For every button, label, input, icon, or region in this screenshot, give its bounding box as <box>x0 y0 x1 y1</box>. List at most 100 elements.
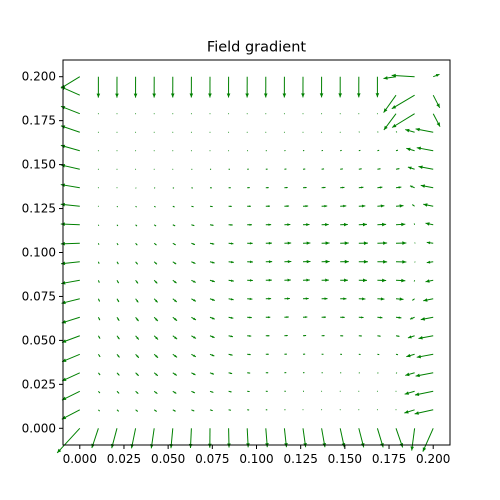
field-arrow <box>97 150 99 152</box>
field-arrow <box>283 428 288 448</box>
field-arrow <box>228 372 233 375</box>
field-arrow <box>405 128 415 133</box>
field-arrow <box>60 183 80 189</box>
field-arrow <box>209 335 215 339</box>
field-arrow <box>376 409 378 411</box>
field-arrow <box>228 205 232 208</box>
field-arrow <box>414 390 434 396</box>
field-arrow <box>98 390 101 394</box>
field-arrow <box>410 428 416 451</box>
field-arrow <box>377 297 385 301</box>
field-arrow <box>61 353 80 363</box>
field-arrow <box>422 428 434 452</box>
field-arrow <box>170 76 175 98</box>
field-arrow <box>265 297 272 300</box>
field-arrow <box>60 202 80 207</box>
field-arrow <box>228 409 232 411</box>
field-arrow <box>377 316 383 319</box>
field-arrow <box>172 168 174 170</box>
field-arrow <box>284 205 290 208</box>
field-arrow <box>135 261 139 265</box>
field-arrow <box>302 186 307 189</box>
field-arrow <box>358 428 365 448</box>
field-arrow <box>135 372 139 377</box>
y-axis-ticks: 0.000 0.025 0.050 0.075 0.100 0.125 0.150 0.175… <box>22 70 63 435</box>
field-arrow <box>191 372 196 376</box>
field-arrow <box>135 353 140 359</box>
field-arrow <box>358 278 368 283</box>
field-arrow <box>340 186 345 189</box>
field-arrow <box>135 335 140 340</box>
field-arrow <box>247 409 250 411</box>
field-arrow <box>60 164 80 170</box>
field-arrow <box>209 242 215 245</box>
field-arrow <box>358 353 361 356</box>
field-arrow <box>340 278 348 282</box>
field-arrow <box>191 187 194 189</box>
field-arrow <box>247 260 253 264</box>
field-arrow <box>321 241 330 245</box>
field-arrow <box>153 372 159 377</box>
y-tick-label: 0.100 <box>22 246 56 260</box>
field-arrow <box>358 168 362 170</box>
field-arrow <box>415 372 434 378</box>
field-arrow <box>383 113 397 131</box>
field-arrow <box>416 353 434 359</box>
field-arrow <box>395 409 397 411</box>
field-arrow <box>209 150 211 152</box>
field-arrow <box>302 241 311 245</box>
x-tick-label: 0.025 <box>107 452 141 466</box>
field-arrow <box>414 409 434 415</box>
field-arrow <box>172 131 174 133</box>
field-arrow <box>340 297 347 301</box>
field-arrow <box>265 316 271 319</box>
field-arrow <box>172 261 177 265</box>
field-arrow <box>321 372 323 374</box>
x-tick-label: 0.150 <box>328 452 362 466</box>
field-arrow <box>321 409 323 411</box>
field-arrow <box>404 390 415 395</box>
field-arrow <box>60 222 80 226</box>
field-arrow <box>247 279 253 282</box>
field-arrow <box>172 335 178 340</box>
field-arrow <box>60 76 81 89</box>
field-arrow <box>245 76 249 98</box>
field-arrow <box>340 168 343 170</box>
field-arrow <box>358 149 361 152</box>
field-arrow <box>432 94 441 109</box>
field-arrow <box>420 316 434 321</box>
field-arrow <box>116 298 120 303</box>
field-arrow <box>135 279 139 284</box>
field-arrow <box>172 372 178 376</box>
field-arrow <box>302 259 311 264</box>
field-arrow <box>153 316 159 322</box>
field-arrow <box>172 316 178 322</box>
field-arrow <box>416 146 434 152</box>
field-arrow <box>191 279 196 283</box>
field-arrow <box>340 259 349 264</box>
field-arrow <box>152 76 156 98</box>
field-arrow <box>153 205 156 208</box>
field-arrow <box>228 131 230 133</box>
field-arrow <box>302 278 310 282</box>
field-arrow <box>265 428 269 448</box>
plot-frame <box>62 59 451 446</box>
field-arrow <box>282 76 287 98</box>
field-arrow <box>116 335 120 340</box>
field-arrow <box>391 73 415 78</box>
field-arrow <box>321 186 326 189</box>
field-arrow <box>321 168 325 170</box>
field-arrow <box>395 168 400 170</box>
field-arrow <box>265 390 268 392</box>
field-arrow <box>284 168 287 170</box>
field-arrow <box>98 409 101 412</box>
field-arrow <box>172 279 177 284</box>
field-arrow <box>209 205 213 208</box>
field-arrow <box>153 131 155 133</box>
field-arrow <box>358 297 366 301</box>
field-arrow <box>116 187 118 189</box>
field-arrow <box>284 260 292 264</box>
field-arrow <box>321 278 329 282</box>
field-arrow <box>284 353 287 355</box>
field-arrow <box>284 278 291 282</box>
